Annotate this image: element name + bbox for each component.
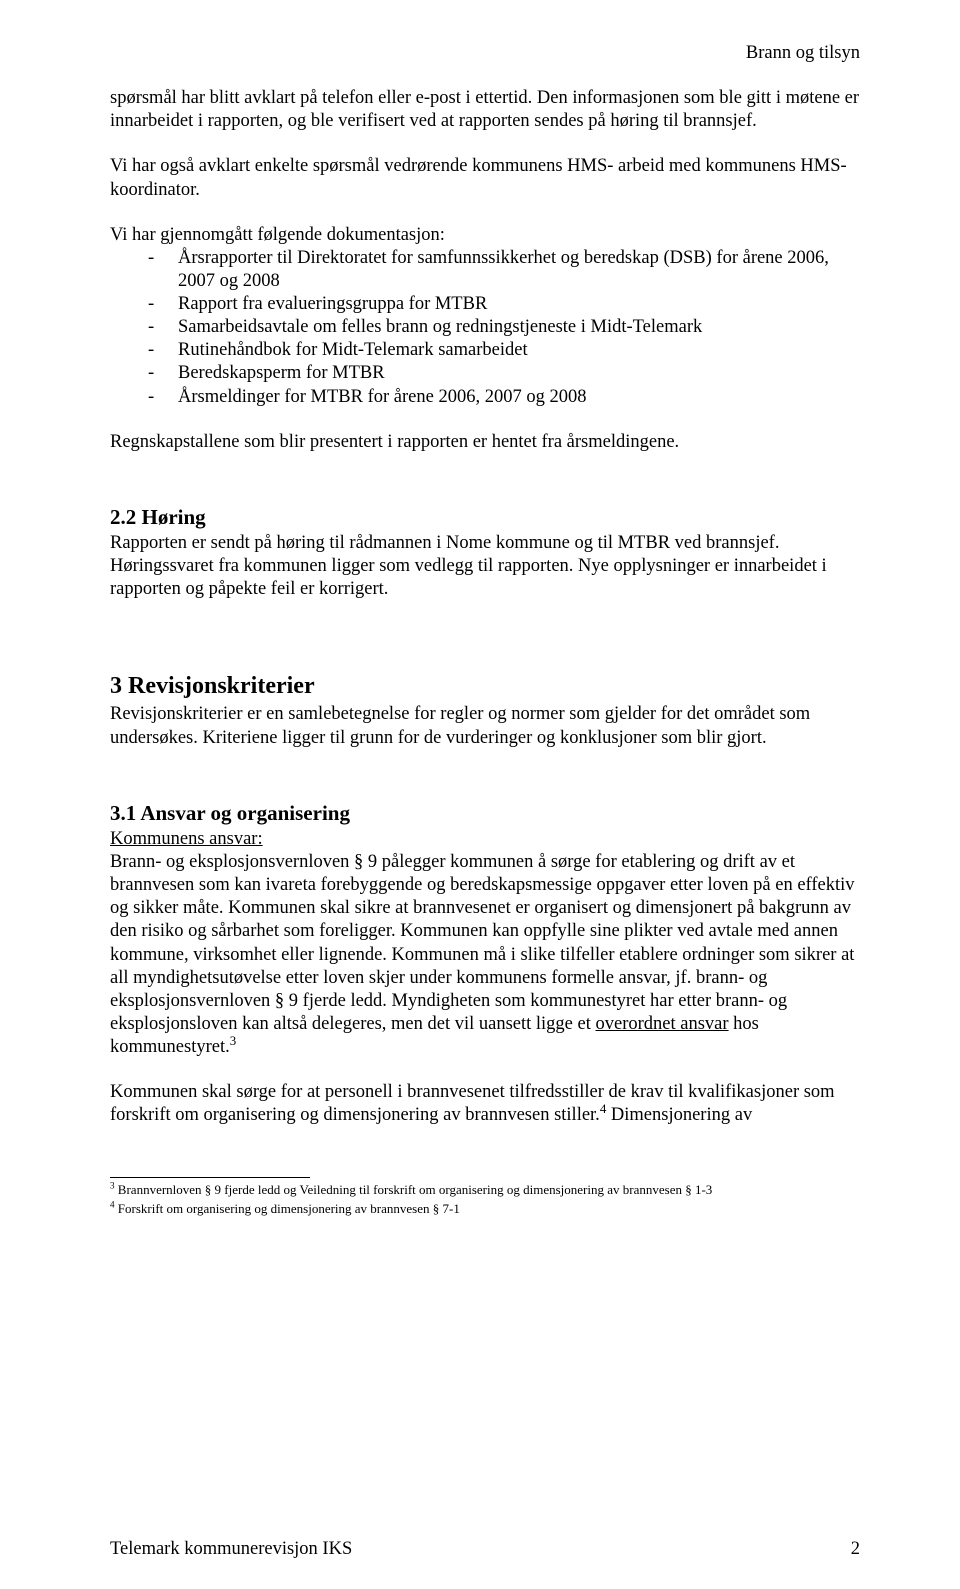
list-item-text: Rutinehåndbok for Midt-Telemark samarbei… xyxy=(178,339,860,362)
list-item: - Rapport fra evalueringsgruppa for MTBR xyxy=(110,293,860,316)
footnote-separator xyxy=(110,1177,310,1178)
footnote-text: Forskrift om organisering og dimensjoner… xyxy=(115,1201,460,1216)
heading-3-1: 3.1 Ansvar og organisering xyxy=(110,800,860,826)
list-item-text: Samarbeidsavtale om felles brann og redn… xyxy=(178,316,860,339)
heading-2-2: 2.2 Høring xyxy=(110,504,860,530)
list-item-text: Årsmeldinger for MTBR for årene 2006, 20… xyxy=(178,386,860,409)
list-item-text: Rapport fra evalueringsgruppa for MTBR xyxy=(178,293,860,316)
text-run: Brann- og eksplosjonsvernloven § 9 påleg… xyxy=(110,852,855,1034)
bullet-marker: - xyxy=(148,247,178,293)
footnote-4: 4 Forskrift om organisering og dimensjon… xyxy=(110,1201,860,1217)
footnote-text: Brannvernloven § 9 fjerde ledd og Veiled… xyxy=(115,1182,713,1197)
text-underlined: overordnet ansvar xyxy=(596,1014,729,1034)
bullet-marker: - xyxy=(148,293,178,316)
footer-page-number: 2 xyxy=(851,1538,860,1561)
heading-3: 3 Revisjonskriterier xyxy=(110,671,860,701)
list-item-text: Årsrapporter til Direktoratet for samfun… xyxy=(178,247,860,293)
page-header-right: Brann og tilsyn xyxy=(110,42,860,65)
list-item: - Rutinehåndbok for Midt-Telemark samarb… xyxy=(110,339,860,362)
footer-left: Telemark kommunerevisjon IKS xyxy=(110,1538,352,1561)
document-list: - Årsrapporter til Direktoratet for samf… xyxy=(110,247,860,409)
list-item-text: Beredskapsperm for MTBR xyxy=(178,362,860,385)
list-intro: Vi har gjennomgått følgende dokumentasjo… xyxy=(110,224,860,247)
list-item: - Årsrapporter til Direktoratet for samf… xyxy=(110,247,860,293)
body-paragraph: Kommunen skal sørge for at personell i b… xyxy=(110,1081,860,1127)
body-paragraph: Revisjonskriterier er en samlebetegnelse… xyxy=(110,703,860,749)
page-footer: Telemark kommunerevisjon IKS 2 xyxy=(110,1538,860,1561)
text-run: Dimensjonering av xyxy=(606,1105,752,1125)
list-item: - Årsmeldinger for MTBR for årene 2006, … xyxy=(110,386,860,409)
body-paragraph: spørsmål har blitt avklart på telefon el… xyxy=(110,87,860,133)
body-paragraph: Vi har også avklart enkelte spørsmål ved… xyxy=(110,155,860,201)
list-item: - Samarbeidsavtale om felles brann og re… xyxy=(110,316,860,339)
footnote-ref-3: 3 xyxy=(230,1033,236,1048)
body-paragraph: Brann- og eksplosjonsvernloven § 9 påleg… xyxy=(110,851,860,1059)
bullet-marker: - xyxy=(148,362,178,385)
body-paragraph: Rapporten er sendt på høring til rådmann… xyxy=(110,532,860,601)
bullet-marker: - xyxy=(148,339,178,362)
subheading-underlined: Kommunens ansvar: xyxy=(110,828,860,851)
bullet-marker: - xyxy=(148,386,178,409)
body-paragraph: Regnskapstallene som blir presentert i r… xyxy=(110,431,860,454)
list-item: - Beredskapsperm for MTBR xyxy=(110,362,860,385)
footnote-3: 3 Brannvernloven § 9 fjerde ledd og Veil… xyxy=(110,1182,860,1198)
bullet-marker: - xyxy=(148,316,178,339)
